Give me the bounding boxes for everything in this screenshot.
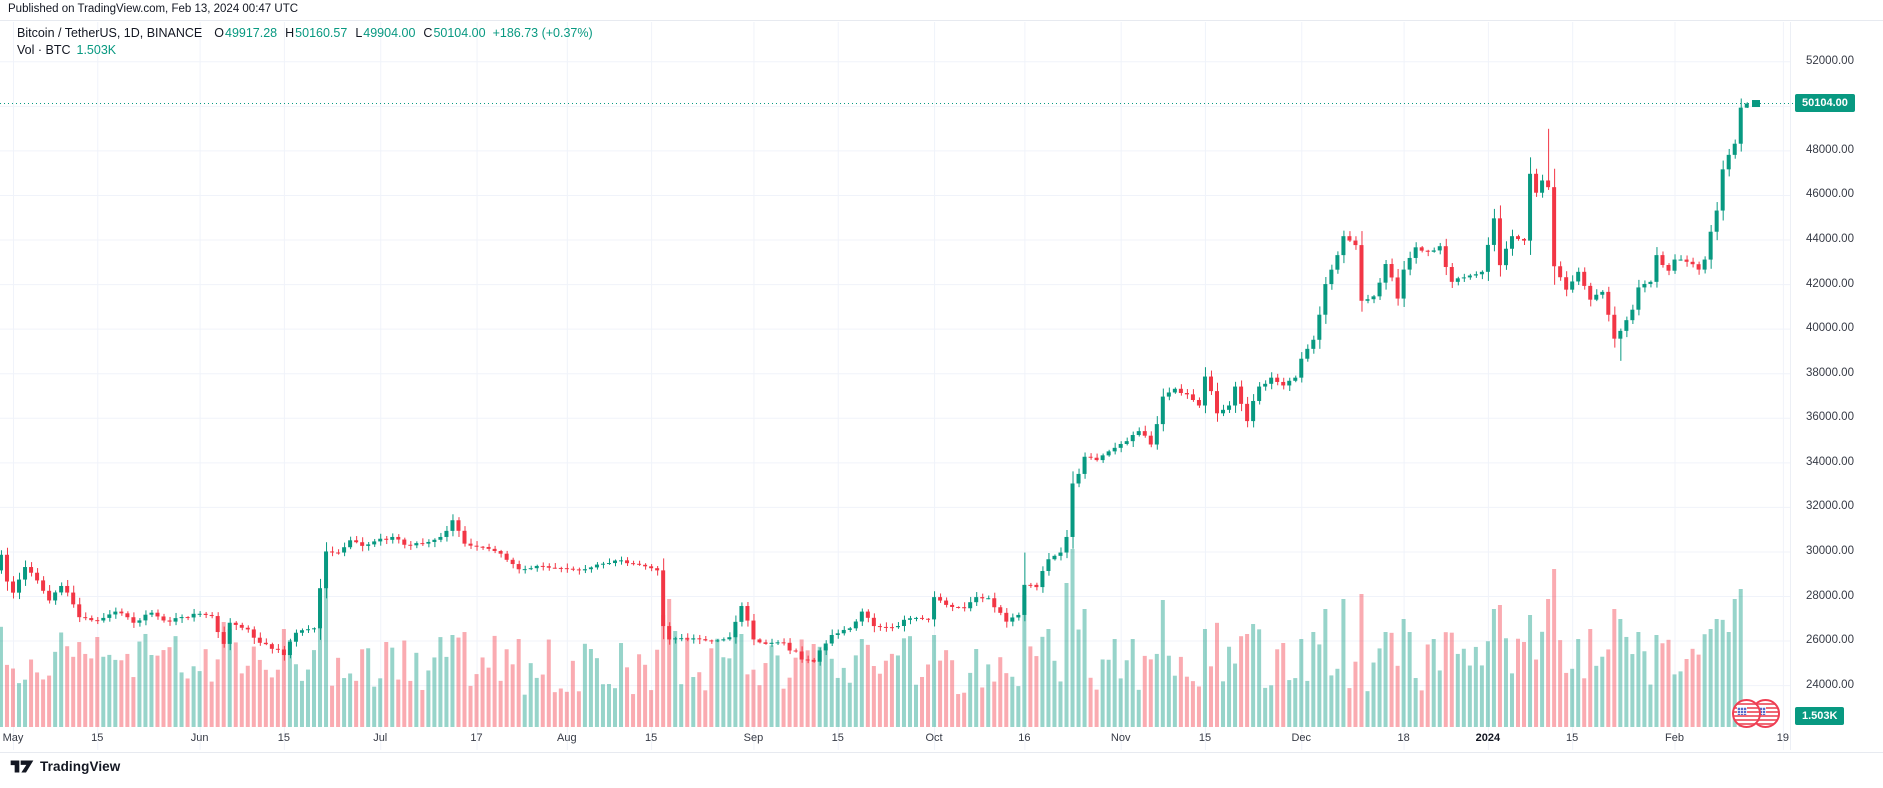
time-axis-label: Sep (743, 732, 764, 744)
low-value: 49904.00 (363, 26, 416, 40)
price-axis-label: 24000.00 (1806, 678, 1854, 691)
price-axis-label: 42000.00 (1806, 277, 1854, 290)
volume-badge: 1.503K (1795, 706, 1845, 725)
tradingview-brand-link[interactable]: TradingView (10, 759, 120, 774)
time-axis-label: Aug (557, 732, 577, 744)
price-axis-label: 38000.00 (1806, 366, 1854, 379)
change-value: +186.73 (+0.37%) (492, 26, 593, 40)
time-axis-label: 15 (644, 732, 658, 744)
last-price-badge: 50104.00 (1795, 94, 1855, 113)
flag-canton (1737, 707, 1747, 715)
time-axis-label: Jun (190, 732, 209, 744)
time-axis[interactable]: May 15 Jun 15 Jul 17 Aug 15 Sep 15 Oct 16 Nov 15 Dec 18… (0, 728, 1790, 752)
footer-bar: TradingView (0, 752, 1883, 788)
time-axis-label: May (2, 732, 24, 744)
time-axis-label: 15 (91, 732, 104, 744)
time-axis-label: 15 (1566, 732, 1579, 744)
price-axis-label: 26000.00 (1806, 634, 1854, 647)
time-axis-label: 16 (1018, 732, 1031, 744)
low-label: L (355, 26, 363, 40)
time-axis-label: Feb (1665, 732, 1684, 744)
time-axis-label: 17 (470, 732, 483, 744)
economic-event-markers[interactable] (1732, 699, 1780, 729)
last-price-marker-icon (1752, 100, 1760, 108)
price-axis-label: 48000.00 (1806, 143, 1854, 156)
open-label: O (214, 26, 224, 40)
time-axis-label: 2024 (1475, 732, 1501, 744)
high-value: 50160.57 (295, 26, 348, 40)
published-bar: Published on TradingView.com, Feb 13, 20… (0, 0, 1883, 21)
time-axis-label: 19 (1776, 732, 1789, 744)
price-axis-label: 44000.00 (1806, 233, 1854, 246)
close-value: 50104.00 (433, 26, 486, 40)
us-flag-event-icon[interactable] (1732, 699, 1761, 728)
price-axis-label: 28000.00 (1806, 589, 1854, 602)
time-axis-label: Nov (1110, 732, 1131, 744)
legend-main-row: Bitcoin / TetherUS, 1D, BINANCE O 49917.2… (17, 26, 593, 41)
time-axis-label: 15 (1198, 732, 1212, 744)
price-axis-label: 34000.00 (1806, 455, 1854, 468)
volume-label: Vol · BTC (17, 43, 71, 57)
price-axis-label: 36000.00 (1806, 411, 1854, 424)
time-axis-label: 18 (1397, 732, 1410, 744)
price-axis-label: 40000.00 (1806, 322, 1854, 335)
volume-value: 1.503K (76, 43, 117, 57)
flag-canton (1756, 707, 1766, 715)
symbol-title[interactable]: Bitcoin / TetherUS, 1D, BINANCE (17, 26, 203, 40)
tradingview-logo-icon (10, 760, 34, 773)
open-value: 49917.28 (225, 26, 278, 40)
price-axis-label: 46000.00 (1806, 188, 1854, 201)
price-axis[interactable]: 52000.00 48000.00 46000.00 44000.00 42000.00… (1790, 21, 1883, 752)
brand-text: TradingView (40, 759, 121, 774)
price-axis-label: 30000.00 (1806, 544, 1854, 557)
time-axis-label: Jul (373, 732, 388, 744)
published-text: Published on TradingView.com, Feb 13, 20… (8, 3, 299, 15)
time-axis-label: Oct (925, 732, 943, 744)
close-label: C (423, 26, 433, 40)
legend-volume-row: Vol · BTC 1.503K (17, 43, 593, 58)
time-axis-label: Dec (1291, 732, 1312, 744)
price-axis-label: 52000.00 (1806, 54, 1854, 67)
time-axis-label: 15 (831, 732, 844, 744)
symbol-legend: Bitcoin / TetherUS, 1D, BINANCE O 49917.2… (17, 26, 593, 58)
price-axis-label: 32000.00 (1806, 500, 1854, 513)
time-axis-label: 15 (277, 732, 291, 744)
high-label: H (285, 26, 295, 40)
